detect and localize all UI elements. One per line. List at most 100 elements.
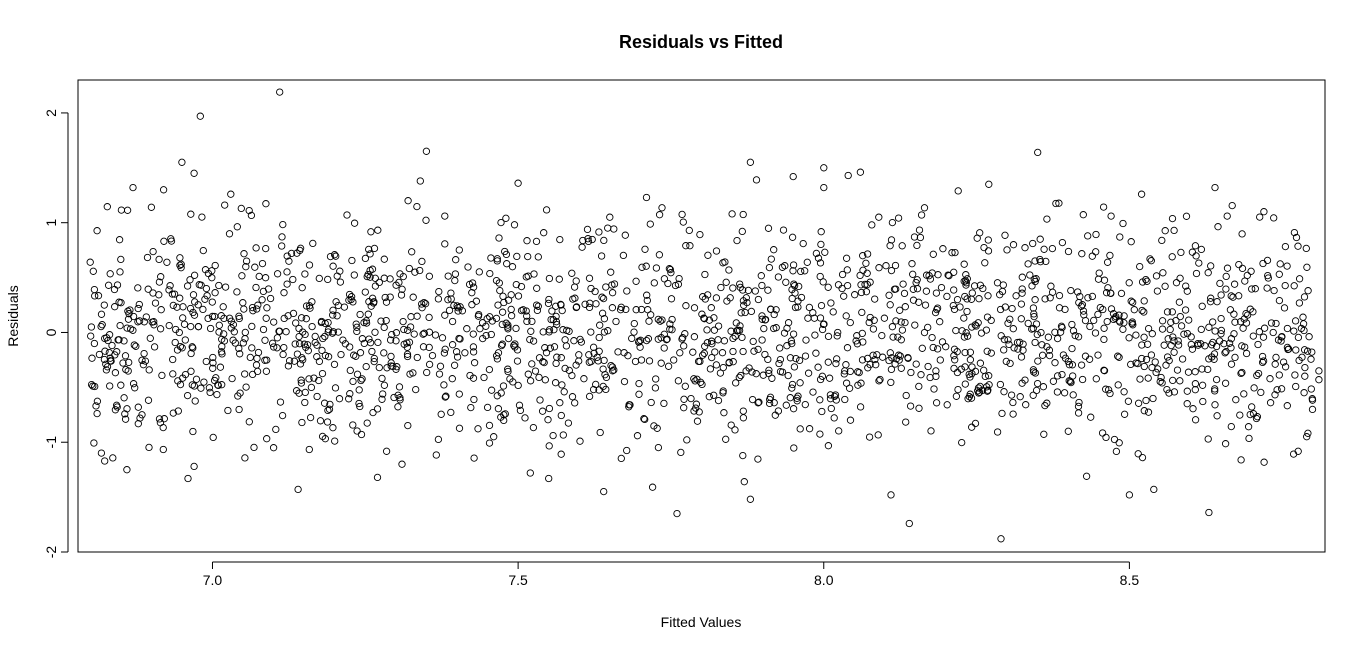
data-point bbox=[307, 383, 316, 392]
data-point bbox=[143, 253, 152, 262]
data-point bbox=[266, 294, 275, 303]
data-point bbox=[1000, 346, 1008, 354]
data-point bbox=[1038, 351, 1047, 359]
data-point bbox=[635, 379, 643, 388]
data-point bbox=[1177, 322, 1186, 330]
data-point bbox=[507, 312, 516, 320]
data-point bbox=[602, 373, 611, 382]
data-point bbox=[772, 306, 780, 314]
data-point bbox=[1120, 319, 1128, 327]
data-point bbox=[577, 338, 586, 346]
data-point bbox=[637, 305, 646, 314]
data-point bbox=[696, 357, 704, 366]
data-point bbox=[909, 285, 917, 293]
data-point bbox=[1158, 236, 1166, 245]
data-point bbox=[355, 399, 363, 408]
data-point bbox=[1100, 366, 1108, 374]
data-point bbox=[933, 304, 942, 312]
data-point bbox=[784, 371, 792, 380]
data-point bbox=[497, 218, 505, 227]
data-point bbox=[1036, 255, 1044, 264]
data-point bbox=[447, 408, 455, 417]
data-point bbox=[846, 367, 854, 376]
data-point bbox=[470, 454, 478, 462]
data-point bbox=[117, 206, 126, 214]
data-point bbox=[612, 317, 620, 326]
data-point bbox=[524, 252, 532, 261]
data-point bbox=[1308, 348, 1316, 356]
data-point bbox=[549, 431, 557, 440]
data-point bbox=[1156, 377, 1164, 386]
data-point bbox=[502, 250, 511, 259]
data-point bbox=[831, 391, 840, 399]
data-point bbox=[330, 360, 339, 369]
data-point bbox=[1065, 361, 1074, 369]
data-point bbox=[189, 291, 198, 299]
data-point bbox=[818, 407, 826, 416]
data-point bbox=[444, 296, 452, 304]
data-point bbox=[774, 407, 783, 415]
data-point bbox=[1013, 338, 1022, 347]
data-point bbox=[425, 343, 433, 352]
data-point bbox=[976, 359, 985, 367]
data-point bbox=[576, 437, 584, 445]
data-point bbox=[1060, 389, 1069, 397]
data-point bbox=[606, 213, 614, 221]
data-point bbox=[398, 460, 406, 468]
data-point bbox=[1307, 355, 1315, 363]
data-point bbox=[412, 385, 420, 394]
data-point bbox=[217, 312, 225, 320]
data-point bbox=[283, 280, 291, 288]
data-point bbox=[703, 326, 711, 334]
data-point bbox=[1094, 351, 1102, 359]
data-point bbox=[1034, 357, 1042, 365]
data-point bbox=[965, 393, 974, 401]
data-point bbox=[434, 295, 443, 303]
data-point bbox=[1116, 233, 1124, 241]
data-point bbox=[727, 327, 735, 335]
data-point bbox=[101, 334, 109, 343]
data-point bbox=[758, 315, 766, 323]
data-point bbox=[252, 244, 260, 252]
data-point bbox=[346, 366, 354, 375]
data-point bbox=[508, 263, 517, 271]
data-point bbox=[235, 314, 243, 323]
data-point bbox=[1250, 384, 1258, 392]
data-point bbox=[113, 348, 121, 356]
data-point bbox=[1142, 355, 1151, 364]
data-point bbox=[984, 247, 993, 255]
data-point bbox=[150, 321, 158, 329]
data-point bbox=[487, 386, 496, 394]
data-point bbox=[368, 347, 376, 356]
data-point bbox=[790, 280, 798, 288]
y-tick-label: 2 bbox=[43, 109, 59, 117]
data-point bbox=[581, 300, 589, 308]
data-point bbox=[975, 295, 983, 303]
data-point bbox=[681, 382, 689, 390]
data-point bbox=[1197, 325, 1205, 334]
data-point bbox=[717, 283, 725, 292]
data-point bbox=[880, 314, 889, 322]
y-axis-label: Residuals bbox=[5, 285, 21, 346]
data-point bbox=[140, 318, 148, 326]
data-point bbox=[1275, 270, 1283, 278]
data-point bbox=[413, 353, 421, 362]
data-point bbox=[818, 325, 827, 334]
data-point bbox=[912, 360, 920, 368]
data-point bbox=[1029, 324, 1037, 333]
data-point bbox=[1043, 399, 1051, 407]
data-point bbox=[357, 430, 366, 439]
data-point bbox=[546, 344, 554, 352]
data-point bbox=[888, 218, 897, 227]
data-point bbox=[632, 277, 640, 285]
data-point bbox=[418, 304, 426, 312]
data-point bbox=[886, 242, 894, 250]
data-point bbox=[737, 371, 745, 380]
data-point bbox=[470, 359, 479, 367]
data-point bbox=[1152, 272, 1161, 280]
data-point bbox=[240, 305, 248, 313]
data-point bbox=[206, 324, 215, 333]
data-point bbox=[962, 271, 970, 279]
data-point bbox=[285, 257, 293, 265]
data-point bbox=[367, 228, 375, 236]
